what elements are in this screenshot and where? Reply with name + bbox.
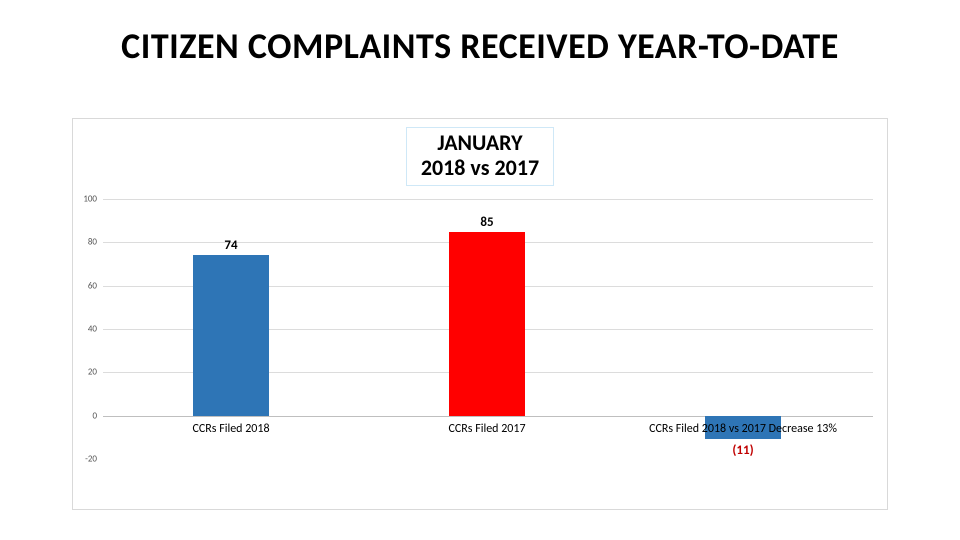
category-label: CCRs Filed 2018 vs 2017 Decrease 13% [649, 422, 837, 436]
subtitle-line2: 2018 vs 2017 [421, 154, 539, 181]
chart-area: JANUARY 2018 vs 2017 -20 0 20 40 60 80 100 74 CC… [72, 118, 888, 510]
y-tick-label: 60 [88, 280, 97, 291]
y-tick-label: 80 [88, 237, 97, 248]
y-tick-label: 100 [83, 194, 97, 205]
subtitle-line1: JANUARY [437, 129, 522, 156]
chart-subtitle-wrap: JANUARY 2018 vs 2017 [73, 127, 887, 186]
chart-subtitle: JANUARY 2018 vs 2017 [406, 127, 554, 186]
slide: CITIZEN COMPLAINTS RECEIVED YEAR-TO-DATE… [0, 0, 960, 540]
y-tick-label: 40 [88, 324, 97, 335]
category-label: CCRs Filed 2018 [192, 422, 269, 436]
bar [449, 232, 525, 416]
y-tick-label: 0 [92, 410, 97, 421]
y-tick-label: 20 [88, 367, 97, 378]
slide-title: CITIZEN COMPLAINTS RECEIVED YEAR-TO-DATE [0, 24, 960, 68]
category-label: CCRs Filed 2017 [448, 422, 525, 436]
y-tick-label: -20 [85, 454, 97, 465]
bar [193, 255, 269, 415]
bar-value-label: 74 [224, 238, 237, 253]
plot-region: -2002040608010074CCRs Filed 201885CCRs F… [103, 199, 873, 459]
gridline [103, 199, 873, 200]
bar-value-label: (11) [732, 443, 753, 458]
bar-value-label: 85 [480, 215, 493, 230]
